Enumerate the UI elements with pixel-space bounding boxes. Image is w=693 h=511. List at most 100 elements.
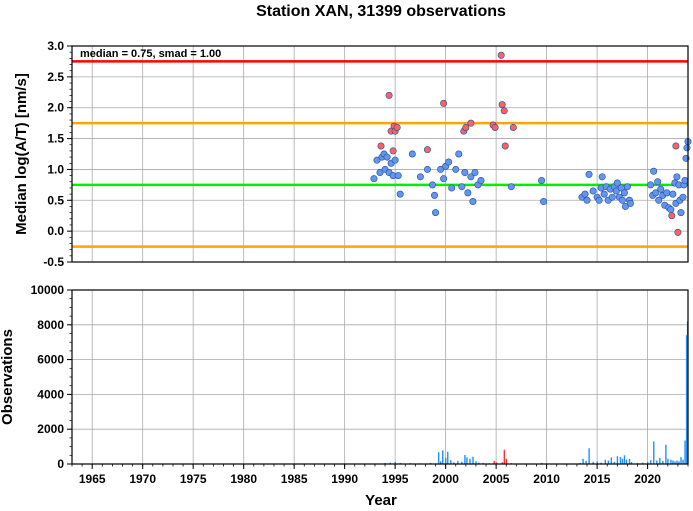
observation-bar (475, 461, 477, 464)
scatter-point (429, 181, 437, 189)
observation-bar (621, 458, 624, 464)
bottom-y-tick-label: 10000 (31, 283, 65, 297)
observation-bars (374, 321, 689, 464)
observation-bar (641, 462, 644, 464)
scatter-point (598, 173, 606, 181)
observation-bar (596, 461, 598, 464)
scatter-point (620, 189, 628, 197)
observation-bar (469, 458, 471, 464)
top-y-tick-label: 3.0 (47, 39, 64, 53)
observation-bar (630, 461, 633, 464)
scatter-point (423, 146, 431, 154)
top-y-tick-label: -0.5 (43, 255, 64, 269)
observation-bar (588, 448, 590, 464)
observation-bar (501, 462, 503, 464)
chart-title: Station XAN, 31399 observations (256, 3, 506, 20)
x-tick-label: 1985 (281, 472, 308, 486)
observation-bar (582, 458, 584, 464)
scatter-point (448, 184, 456, 192)
bottom-y-tick-label: 0 (57, 457, 64, 471)
observation-bar (447, 451, 449, 464)
scatter-point (501, 142, 509, 150)
bottom-y-tick-label: 6000 (37, 353, 64, 367)
scatter-point (452, 165, 460, 173)
x-tick-label: 1980 (230, 472, 257, 486)
observation-bar (437, 452, 440, 464)
scatter-point (477, 177, 485, 185)
observation-bar (461, 461, 463, 464)
scatter-point (498, 101, 506, 109)
top-y-tick-label: 1.5 (47, 132, 64, 146)
top-y-ticks: -0.5 0.0 0.5 1.0 1.5 2.0 2.5 3.0 (43, 39, 72, 269)
scatter-point (667, 206, 675, 214)
observation-bar (493, 460, 495, 464)
observation-bar (600, 462, 602, 464)
observation-bar (505, 458, 508, 464)
scatter-points (370, 51, 692, 236)
scatter-point (581, 190, 589, 198)
observation-bar (625, 459, 628, 464)
scatter-point (509, 123, 517, 131)
scatter-point (612, 187, 620, 195)
observation-bar (442, 450, 444, 464)
x-tick-label: 2000 (432, 472, 459, 486)
observation-bar (667, 458, 669, 464)
observation-bar (619, 457, 622, 464)
median-annotation: median = 0.75, smad = 1.00 (80, 48, 221, 60)
bottom-y-ticks: 0 2000 4000 6000 8000 10000 (31, 283, 72, 471)
bottom-y-tick-label: 8000 (37, 318, 64, 332)
scatter-point (440, 175, 448, 183)
observation-bar (592, 461, 594, 464)
scatter-point (600, 190, 608, 198)
scatter-point (431, 191, 439, 199)
observation-bar (585, 460, 587, 464)
observation-bar (439, 461, 442, 464)
scatter-point (469, 198, 477, 206)
scatter-point (679, 193, 687, 201)
scatter-point (440, 99, 448, 107)
top-y-tick-label: 2.0 (47, 101, 64, 115)
scatter-point (507, 183, 515, 191)
x-tick-label: 2010 (533, 472, 560, 486)
top-plot-frame (71, 45, 689, 263)
scatter-point (394, 172, 402, 180)
scatter-point (663, 189, 671, 197)
bottom-y-tick-label: 4000 (37, 387, 64, 401)
scatter-point (673, 173, 681, 181)
scatter-point (681, 177, 689, 185)
scatter-point (464, 189, 472, 197)
scatter-point (626, 199, 634, 207)
observation-bar (650, 460, 652, 464)
scatter-point (376, 169, 384, 177)
observation-bar (653, 441, 655, 464)
observation-bar (647, 461, 649, 464)
scatter-point (540, 198, 548, 206)
top-y-tick-label: 2.5 (47, 70, 64, 84)
scatter-point (458, 183, 466, 191)
observation-bar (684, 440, 686, 464)
scatter-point (389, 147, 397, 155)
top-y-tick-label: 0.5 (47, 193, 64, 207)
scatter-point (385, 91, 393, 99)
scatter-point (467, 173, 475, 181)
scatter-point (471, 169, 479, 177)
observation-bar (604, 459, 606, 464)
top-panel: -0.5 0.0 0.5 1.0 1.5 2.0 2.5 3.0 median = 0.75,… (13, 39, 692, 269)
scatter-point (652, 189, 660, 197)
observation-bar (623, 455, 626, 464)
scatter-point (377, 142, 385, 150)
scatter-point (416, 173, 424, 181)
observation-bar (478, 462, 480, 464)
scatter-point (608, 193, 616, 201)
observation-bar (656, 460, 658, 464)
observation-bar (672, 460, 674, 464)
scatter-point (613, 179, 621, 187)
observation-bar (680, 457, 682, 464)
scatter-point (437, 165, 445, 173)
observation-bar (676, 460, 678, 464)
observation-bar (685, 335, 688, 464)
observation-bar (472, 456, 474, 464)
observation-bar (464, 454, 466, 464)
scatter-point (383, 153, 391, 161)
